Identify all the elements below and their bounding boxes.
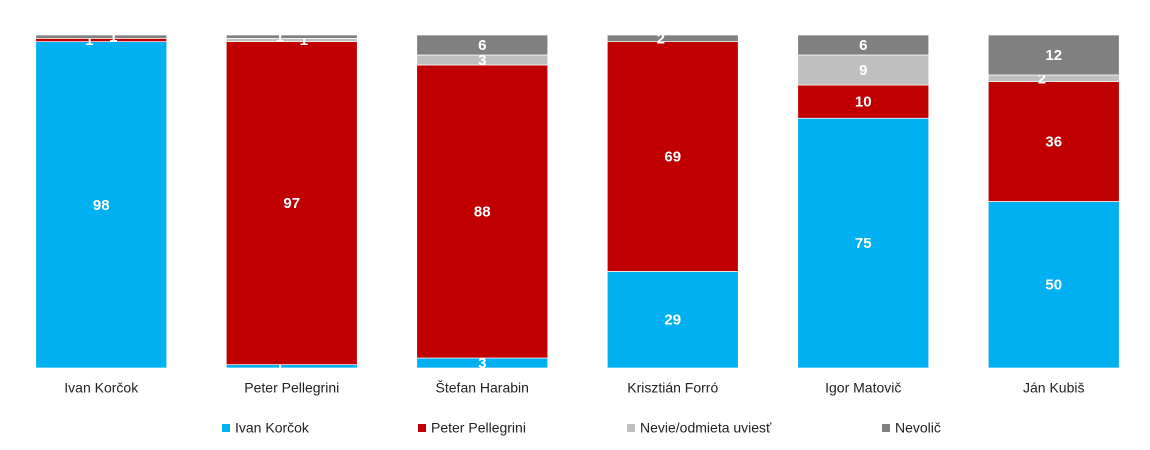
bar-segment [987, 81, 1120, 202]
legend-label: Nevolič [895, 420, 941, 436]
bar-segment [225, 364, 358, 369]
bar-segment [35, 34, 168, 39]
value-label: 50 [1045, 277, 1062, 294]
value-label: 2 [1038, 70, 1046, 87]
value-label: 97 [283, 195, 300, 212]
bar-segment [225, 41, 358, 366]
legend-label: Nevie/odmieta uviesť [640, 420, 772, 436]
value-label: 3 [478, 355, 486, 372]
x-tick-label: Štefan Harabin [436, 380, 529, 396]
value-label: 6 [859, 37, 867, 54]
value-label: 36 [1045, 134, 1062, 151]
value-label: 9 [859, 62, 867, 79]
bar-segment [797, 84, 930, 119]
bar-segment [987, 201, 1120, 369]
bar-segment [35, 37, 168, 43]
value-label: 1 [300, 32, 308, 49]
legend-marker [222, 424, 230, 432]
legend-label: Peter Pellegrini [431, 420, 526, 436]
value-label: 10 [855, 94, 872, 111]
bar-segment [606, 271, 739, 369]
value-label: 1 [276, 358, 284, 375]
x-tick-label: Igor Matovič [825, 380, 901, 396]
value-label: 12 [1045, 47, 1062, 64]
value-label: 2 [657, 30, 665, 47]
bar-segment [987, 34, 1120, 76]
bar-segment [606, 34, 739, 43]
x-tick-label: Ján Kubiš [1023, 380, 1084, 396]
value-label: 3 [478, 52, 486, 69]
x-tick-label: Peter Pellegrini [244, 380, 339, 396]
bar-segment [797, 54, 930, 86]
bar-segment [606, 41, 739, 272]
value-label: 98 [93, 197, 110, 214]
value-label: 29 [664, 312, 681, 329]
legend-marker [418, 424, 426, 432]
value-label: 69 [664, 149, 681, 166]
value-label: 1 [85, 32, 93, 49]
legend-marker [882, 424, 890, 432]
bar-segment [225, 34, 358, 39]
value-label: 1 [109, 29, 117, 46]
x-tick-label: Krisztián Forró [627, 380, 718, 396]
bar-segment [225, 37, 358, 43]
value-label: 6 [478, 37, 486, 54]
value-label: 88 [474, 203, 491, 220]
bar-segment [416, 34, 549, 56]
value-label: 75 [855, 235, 872, 252]
x-tick-label: Ivan Korčok [64, 380, 139, 396]
value-label: 1 [276, 29, 284, 46]
bar-segment [987, 74, 1120, 82]
legend-marker [627, 424, 635, 432]
legend-label: Ivan Korčok [235, 420, 310, 436]
bar-segment [797, 34, 930, 56]
bar-segment [797, 117, 930, 369]
bar-segment [35, 41, 168, 369]
bar-segment [416, 64, 549, 359]
